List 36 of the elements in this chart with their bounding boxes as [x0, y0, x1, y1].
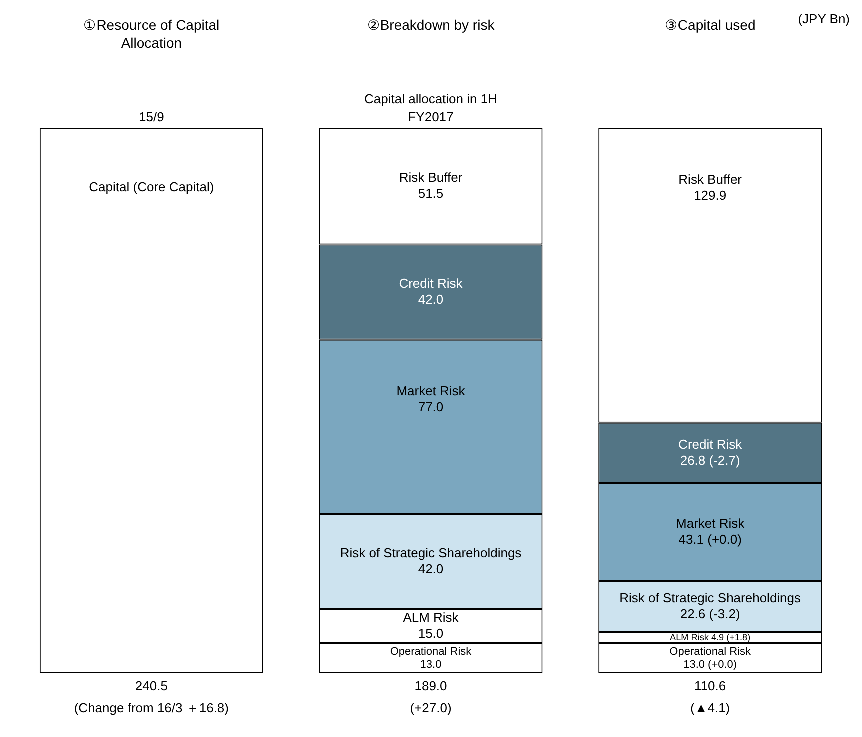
text: (JPY Bn)	[798, 12, 850, 27]
data-label: 22.6 (-3.2)	[680, 606, 740, 622]
data-label: 43.1 (+0.0)	[678, 532, 742, 547]
series-label: ALM Risk	[403, 610, 460, 626]
annotation: (Change from 16/3 ＋16.8)	[74, 700, 229, 716]
data-label: 42.0	[418, 562, 444, 577]
text: ALM Risk 4.9 (+1.8)	[670, 632, 751, 643]
series-label: Risk Buffer	[399, 170, 464, 185]
text: Credit Risk	[399, 276, 463, 291]
series-label: Risk of Strategic Shareholdings	[620, 590, 802, 606]
annotation: (▲4.1)	[690, 700, 730, 716]
series-label: Market Risk	[676, 516, 746, 531]
text: Risk of Strategic Shareholdings	[340, 546, 522, 561]
annotation: 15/9	[139, 110, 164, 125]
data-label: 42.0	[418, 292, 444, 307]
annotation: 189.0	[414, 678, 448, 694]
data-label: 129.9	[694, 188, 727, 204]
data-label: 26.8 (-2.7)	[680, 452, 740, 468]
data-label: 77.0	[418, 399, 444, 414]
x-tick-label: ②Breakdown by risk	[367, 16, 496, 33]
text: Risk Buffer	[678, 172, 742, 188]
x-tick-label: ①Resource of Capital Allocation	[84, 16, 220, 51]
annotation: 240.5	[135, 678, 168, 694]
annotation: 110.6	[694, 678, 726, 694]
annotation: (+27.0)	[410, 700, 452, 716]
text: Market Risk	[396, 383, 466, 398]
data-label: 51.5	[418, 186, 444, 201]
series-label: Capital (Core Capital)	[89, 180, 214, 195]
text: Operational Risk	[670, 646, 751, 658]
series-label: Credit Risk	[678, 436, 743, 452]
data-label: 13.0	[420, 658, 442, 671]
data-label: 13.0 (+0.0)	[684, 658, 738, 671]
data-label: 15.0	[418, 626, 444, 642]
x-tick-label: ③Capital used	[664, 16, 756, 33]
series-label: Operational Risk	[390, 646, 472, 658]
annotation: Capital allocation in 1H FY2017	[364, 92, 498, 125]
